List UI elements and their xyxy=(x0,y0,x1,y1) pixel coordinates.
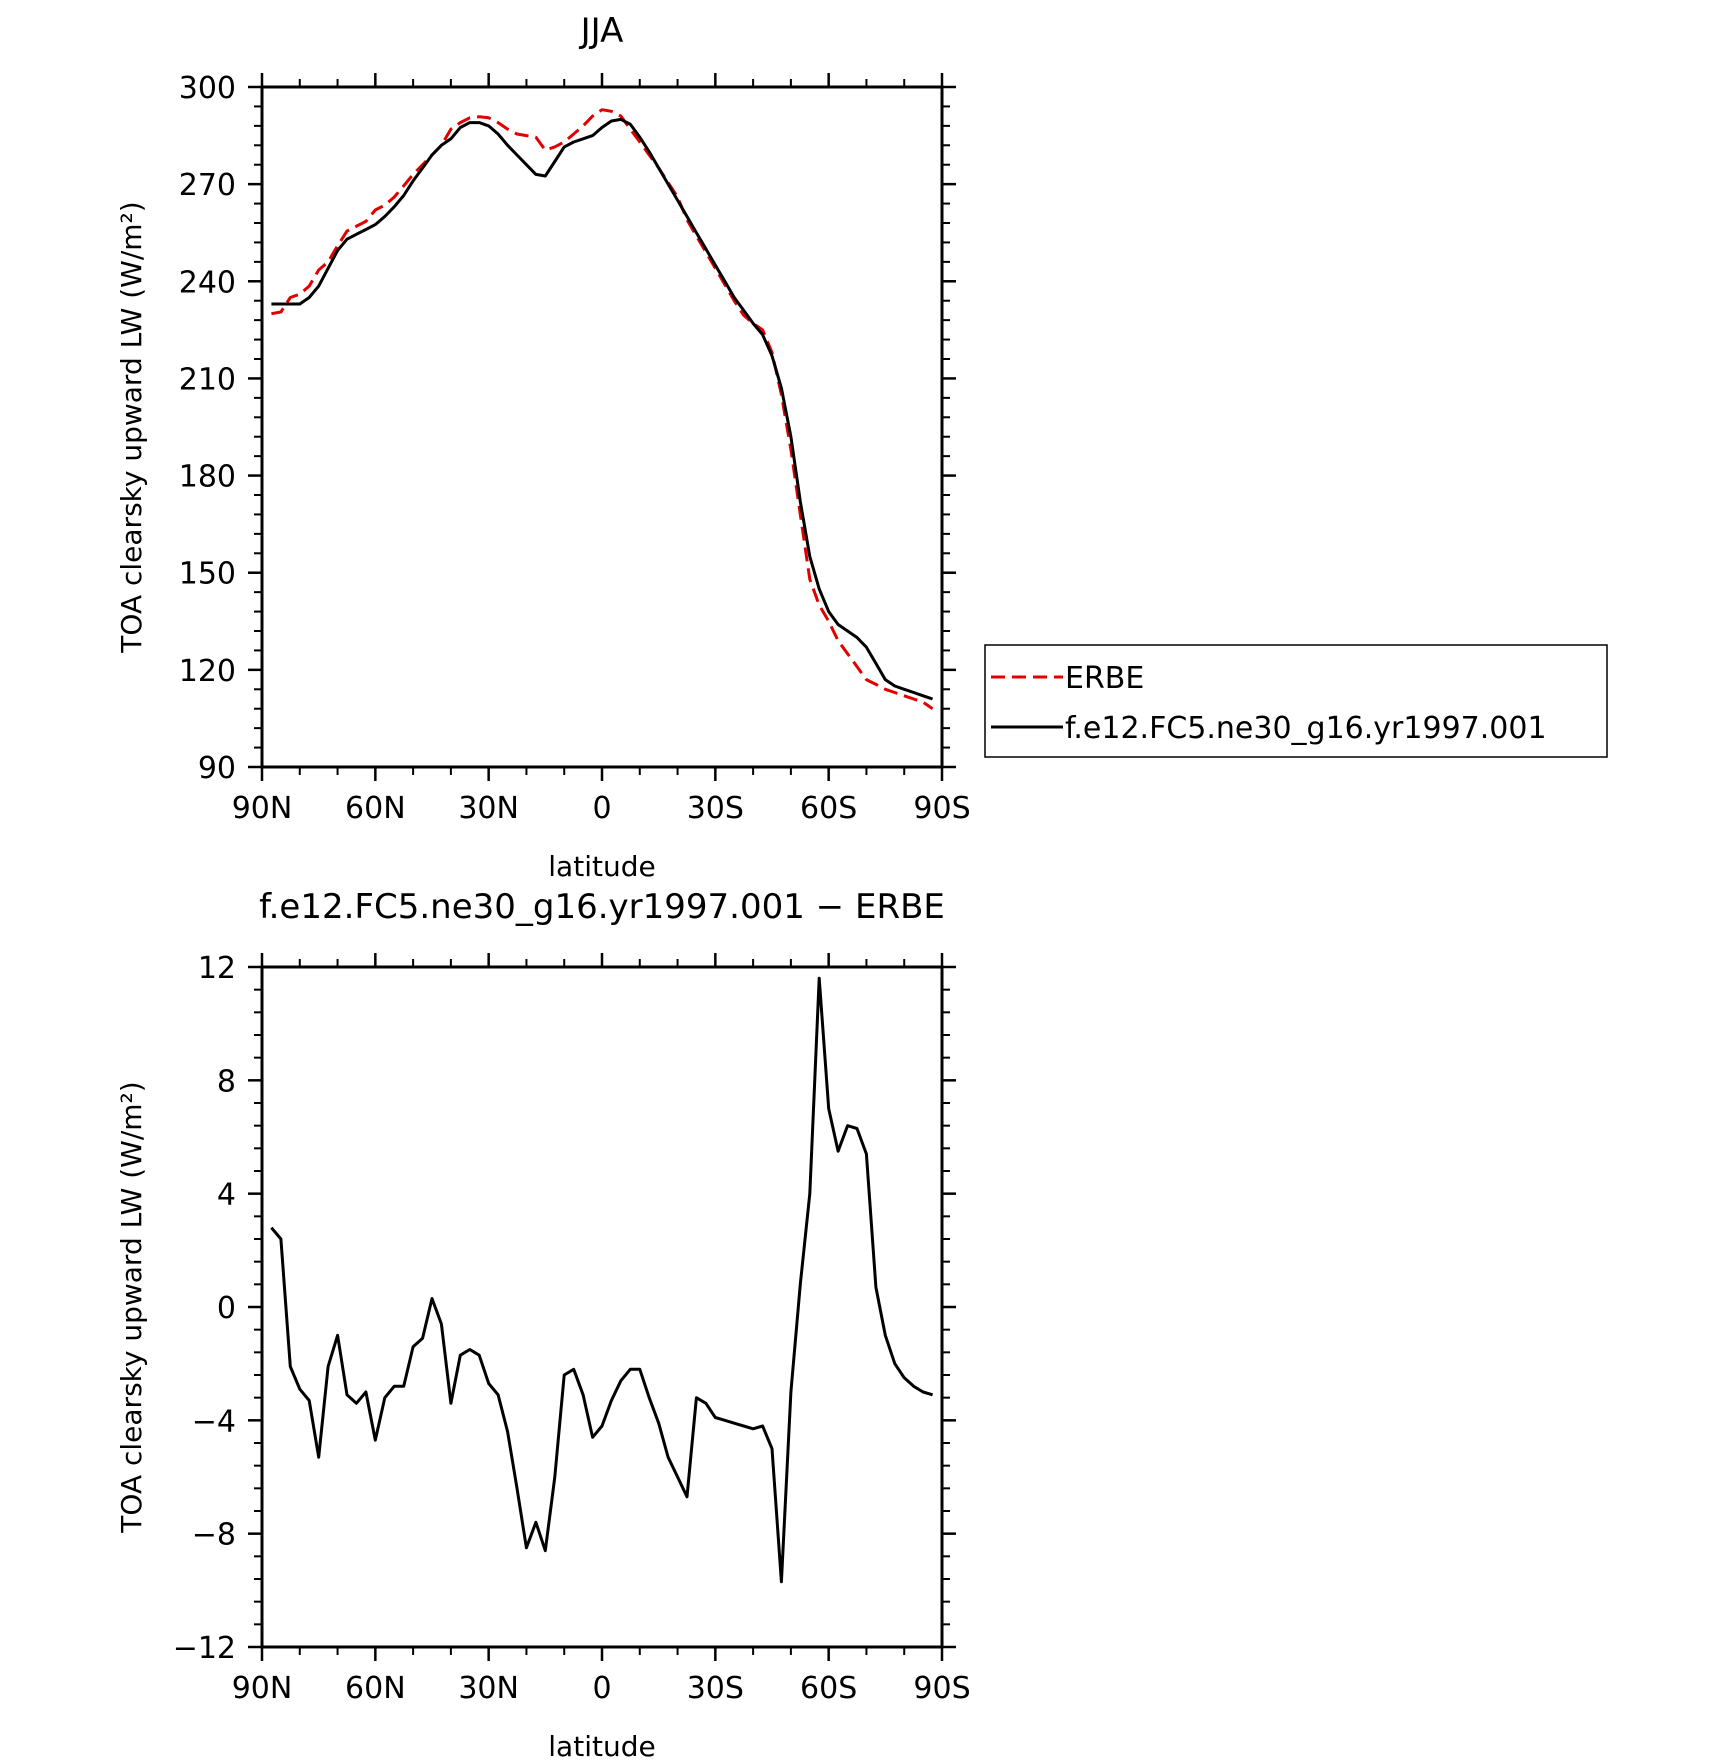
series-line-erbe xyxy=(271,108,934,710)
chart-panel-bottom: f.e12.FC5.ne30_g16.yr1997.001 − ERBE 90N… xyxy=(115,887,971,1762)
y-tick-label: 8 xyxy=(217,1064,236,1099)
y-tick-label: 150 xyxy=(179,557,236,592)
axis-tick-labels: 90N 60N 30N 0 30S 60S 90S −12 −8 −4 0 4 8 12 xyxy=(173,951,971,1706)
y-tick-label: −12 xyxy=(173,1631,236,1666)
y-tick-label: 90 xyxy=(198,751,236,786)
y-tick-label: 240 xyxy=(179,265,236,300)
y-tick-label: 12 xyxy=(198,951,236,986)
x-axis-label: latitude xyxy=(548,850,655,883)
series-lines xyxy=(270,976,934,1584)
series-line-difference-0 xyxy=(270,976,934,1584)
y-tick-label: 210 xyxy=(179,362,236,397)
legend-entry-model: f.e12.FC5.ne30_g16.yr1997.001 xyxy=(1065,711,1547,746)
x-tick-label: 90S xyxy=(913,791,970,826)
x-tick-label: 90N xyxy=(232,1671,293,1706)
x-axis-label: latitude xyxy=(548,1730,655,1762)
y-tick-label: 4 xyxy=(217,1178,236,1213)
x-tick-label: 90S xyxy=(913,1671,970,1706)
y-tick-label: 270 xyxy=(179,168,236,203)
y-tick-label: 0 xyxy=(217,1291,236,1326)
series-line-f-e12-fc5-ne30-g16-yr1997-001 xyxy=(271,117,934,701)
x-tick-label: 0 xyxy=(592,1671,611,1706)
x-tick-label: 30S xyxy=(687,791,744,826)
chart-panel-top: JJA 90N 60N 30N 0 30S 60S 90S 90 120 150 180 210 240… xyxy=(115,11,1608,883)
axis-ticks xyxy=(248,953,956,1661)
x-tick-label: 60S xyxy=(800,791,857,826)
x-tick-label: 30N xyxy=(458,1671,519,1706)
plot-frame xyxy=(260,965,944,1649)
axis-ticks xyxy=(248,73,956,781)
axis-tick-labels: 90N 60N 30N 0 30S 60S 90S 90 120 150 180 210 240 270 3… xyxy=(179,71,971,826)
x-tick-label: 0 xyxy=(592,791,611,826)
x-tick-label: 90N xyxy=(232,791,293,826)
y-tick-label: −4 xyxy=(192,1404,236,1439)
x-tick-label: 60N xyxy=(345,791,406,826)
plot-frame xyxy=(260,85,944,769)
y-tick-label: 180 xyxy=(179,460,236,495)
legend: ERBE f.e12.FC5.ne30_g16.yr1997.001 xyxy=(984,644,1608,758)
y-tick-label: 300 xyxy=(179,71,236,106)
series-lines xyxy=(271,108,934,710)
chart-title: f.e12.FC5.ne30_g16.yr1997.001 − ERBE xyxy=(259,887,945,927)
x-tick-label: 60N xyxy=(345,1671,406,1706)
legend-box xyxy=(984,644,1608,758)
x-tick-label: 60S xyxy=(800,1671,857,1706)
y-tick-label: −8 xyxy=(192,1518,236,1553)
y-axis-label: TOA clearsky upward LW (W/m²) xyxy=(115,201,148,653)
x-tick-label: 30S xyxy=(687,1671,744,1706)
y-axis-label: TOA clearsky upward LW (W/m²) xyxy=(115,1081,148,1533)
legend-entry-erbe: ERBE xyxy=(1065,661,1144,696)
chart-title: JJA xyxy=(579,11,624,51)
x-tick-label: 30N xyxy=(458,791,519,826)
y-tick-label: 120 xyxy=(179,654,236,689)
